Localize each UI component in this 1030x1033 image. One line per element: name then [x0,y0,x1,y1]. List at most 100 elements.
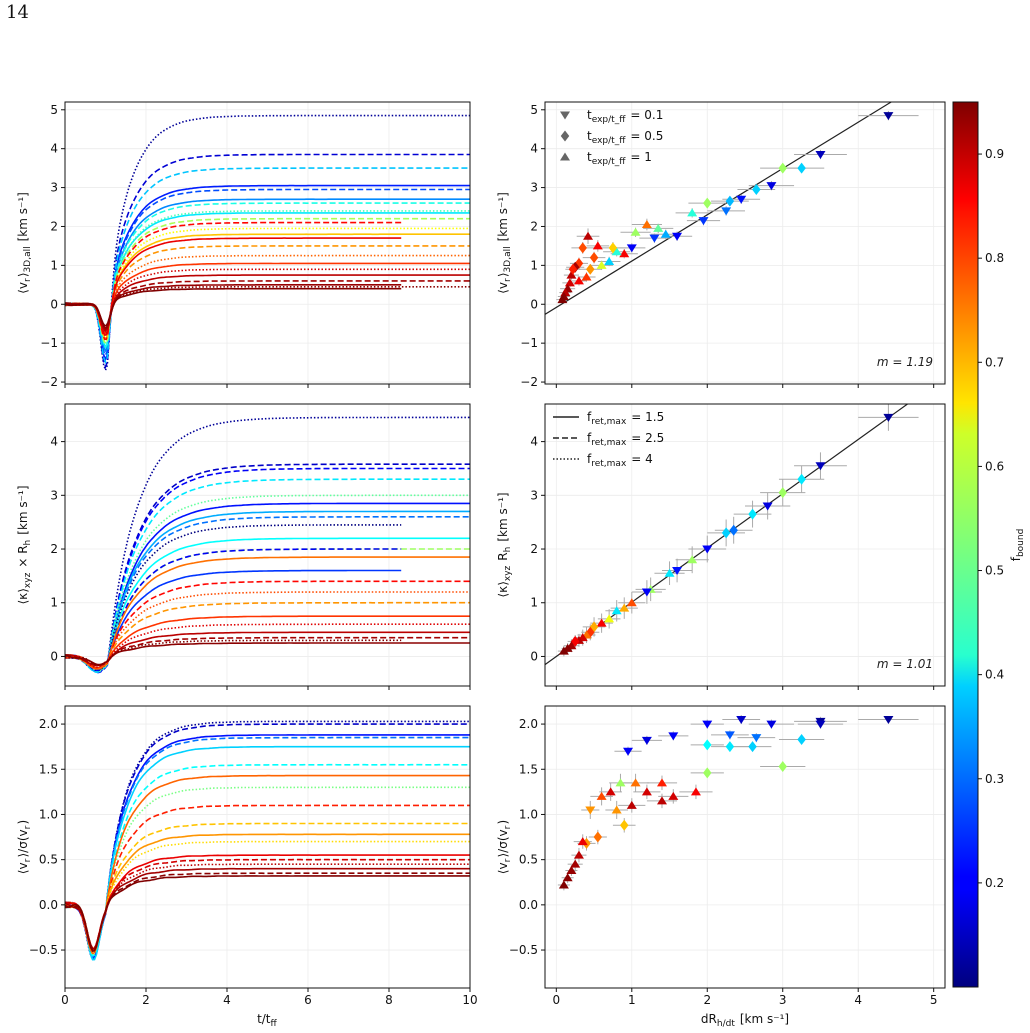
data-point [605,787,616,796]
series-line [65,233,470,341]
x-axis-label: dRh/dt [km s⁻¹] [701,1012,789,1029]
plot-area [557,715,919,891]
series-line [65,875,470,952]
y-tick-label: 4 [530,142,538,156]
data-point [641,787,652,796]
plot-area [65,416,470,674]
data-point [608,242,618,254]
x-tick-label: 0 [553,993,561,1007]
data-point [604,256,615,265]
y-tick-label: 0 [530,297,538,311]
data-point [656,796,667,805]
y-tick-label: 1.0 [519,807,538,821]
series-line [65,636,470,667]
panel-p2: −2 −1 0 1 2 3 4 5 ⟨vr ⟩3D,all [km s⁻¹] m = 1.19 te… [496,101,946,389]
y-tick-label: 1 [50,596,58,610]
y-tick-label: 5 [530,103,538,117]
x-tick-label: 2 [703,993,711,1007]
y-tick-label: 3 [530,488,538,502]
y-tick-label: −2 [520,375,538,389]
series-line [65,623,470,669]
panel-p4: 0 1 2 3 4 ⟨κ⟩xyz Rh [km s⁻¹] m = 1.01 fret,max … [496,403,946,690]
y-tick-label: 0.5 [39,853,58,867]
data-point [751,734,762,743]
data-point [562,873,573,882]
series-line [65,184,470,362]
series-line [65,833,470,952]
data-point [797,162,806,174]
series-line [65,262,470,336]
series-line [65,245,470,337]
data-point [815,720,826,729]
data-point [585,806,596,815]
x-tick-label: 6 [304,993,312,1007]
data-point [664,568,675,577]
data-point [725,741,735,753]
series-line [65,854,470,952]
series-line [65,720,470,960]
series-line [65,858,470,951]
data-point [668,791,679,800]
colorbar-tick-label: 0.2 [985,876,1004,890]
series-line [65,280,470,331]
fit-line [545,102,893,315]
y-tick-label: −1 [40,336,58,350]
data-point [668,732,679,741]
data-point [578,242,587,254]
legend-label: fret,max = 1.5 [587,410,664,427]
data-point [566,866,577,874]
data-point [729,524,738,536]
data-point [619,819,629,831]
colorbar: 0.2 0.3 0.4 0.5 0.6 0.7 0.8 0.9 fbound [952,101,1026,988]
series-line [65,237,402,336]
y-tick-label: 5 [50,103,58,117]
series-line [65,202,470,349]
legend-marker [560,130,570,142]
data-point [766,182,777,191]
x-tick-label: 4 [223,993,231,1007]
data-point [630,227,641,236]
y-tick-label: 3 [530,181,538,195]
y-tick-label: 0.5 [519,853,538,867]
series-line [65,639,402,667]
series-line [65,467,470,674]
data-point [619,249,630,258]
y-tick-label: 0 [50,297,58,311]
data-point [797,733,806,745]
colorbar-gradient [952,101,979,988]
series-line [65,416,470,673]
series-line [65,580,470,669]
legend-label: texp/t_ff = 0.1 [587,108,663,125]
series-line [65,198,470,353]
data-point [748,508,757,520]
y-axis-label: ⟨κ⟩xyz × Rh [km s⁻¹] [16,485,33,604]
x-tick-label: 2 [142,993,150,1007]
data-point [641,220,652,229]
series-line [65,556,470,670]
data-point [564,278,575,287]
plot-area [545,404,919,666]
data-point [589,252,599,264]
ticks: 0 2 4 6 8 10 −0.5 0.0 0.5 1.0 1.5 2.0 [29,717,478,1007]
series-line [65,285,470,330]
data-point [649,234,660,243]
series-line [65,615,470,669]
legend-label: texp/t_ff = 0.5 [587,129,663,146]
data-point [611,247,622,256]
data-point [557,295,568,304]
data-point [653,223,664,232]
data-point [626,800,637,809]
y-tick-label: 0.0 [519,898,538,912]
data-point [558,880,569,889]
y-tick-label: 1.5 [519,762,538,776]
data-point [583,231,594,240]
data-point [690,787,701,796]
plot-area [545,102,919,315]
data-point [702,720,713,729]
y-tick-label: 2.0 [519,717,538,731]
y-axis-label: ⟨κ⟩xyz Rh [km s⁻¹] [496,492,513,597]
x-tick-label: 8 [385,993,393,1007]
ticks: 0 1 2 3 4 5 −0.5 0.0 0.5 1.0 1.5 2.0 [509,717,938,1007]
data-point [703,767,712,779]
series-line [65,786,470,956]
